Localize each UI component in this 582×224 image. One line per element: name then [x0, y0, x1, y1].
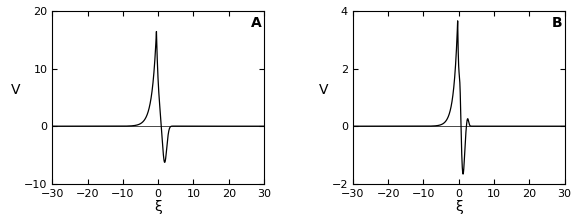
- Text: B: B: [552, 16, 562, 30]
- X-axis label: ξ: ξ: [455, 200, 463, 214]
- X-axis label: ξ: ξ: [154, 200, 162, 214]
- Text: A: A: [251, 16, 262, 30]
- Y-axis label: V: V: [318, 84, 328, 97]
- Y-axis label: V: V: [11, 84, 20, 97]
